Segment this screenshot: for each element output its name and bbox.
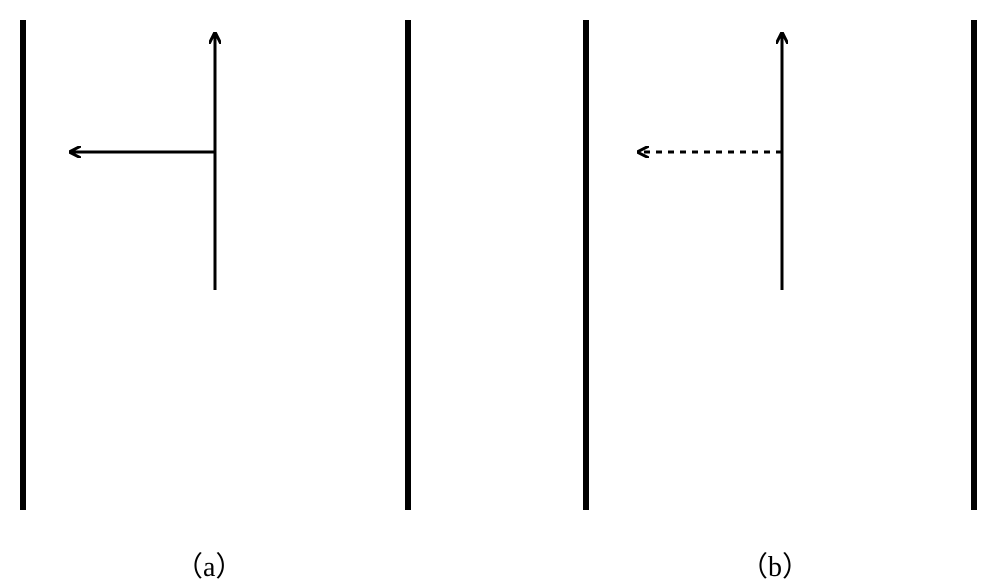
panel-b-label: （b） [740, 545, 810, 585]
panel-b-arrow-left-dashed [0, 0, 1000, 586]
